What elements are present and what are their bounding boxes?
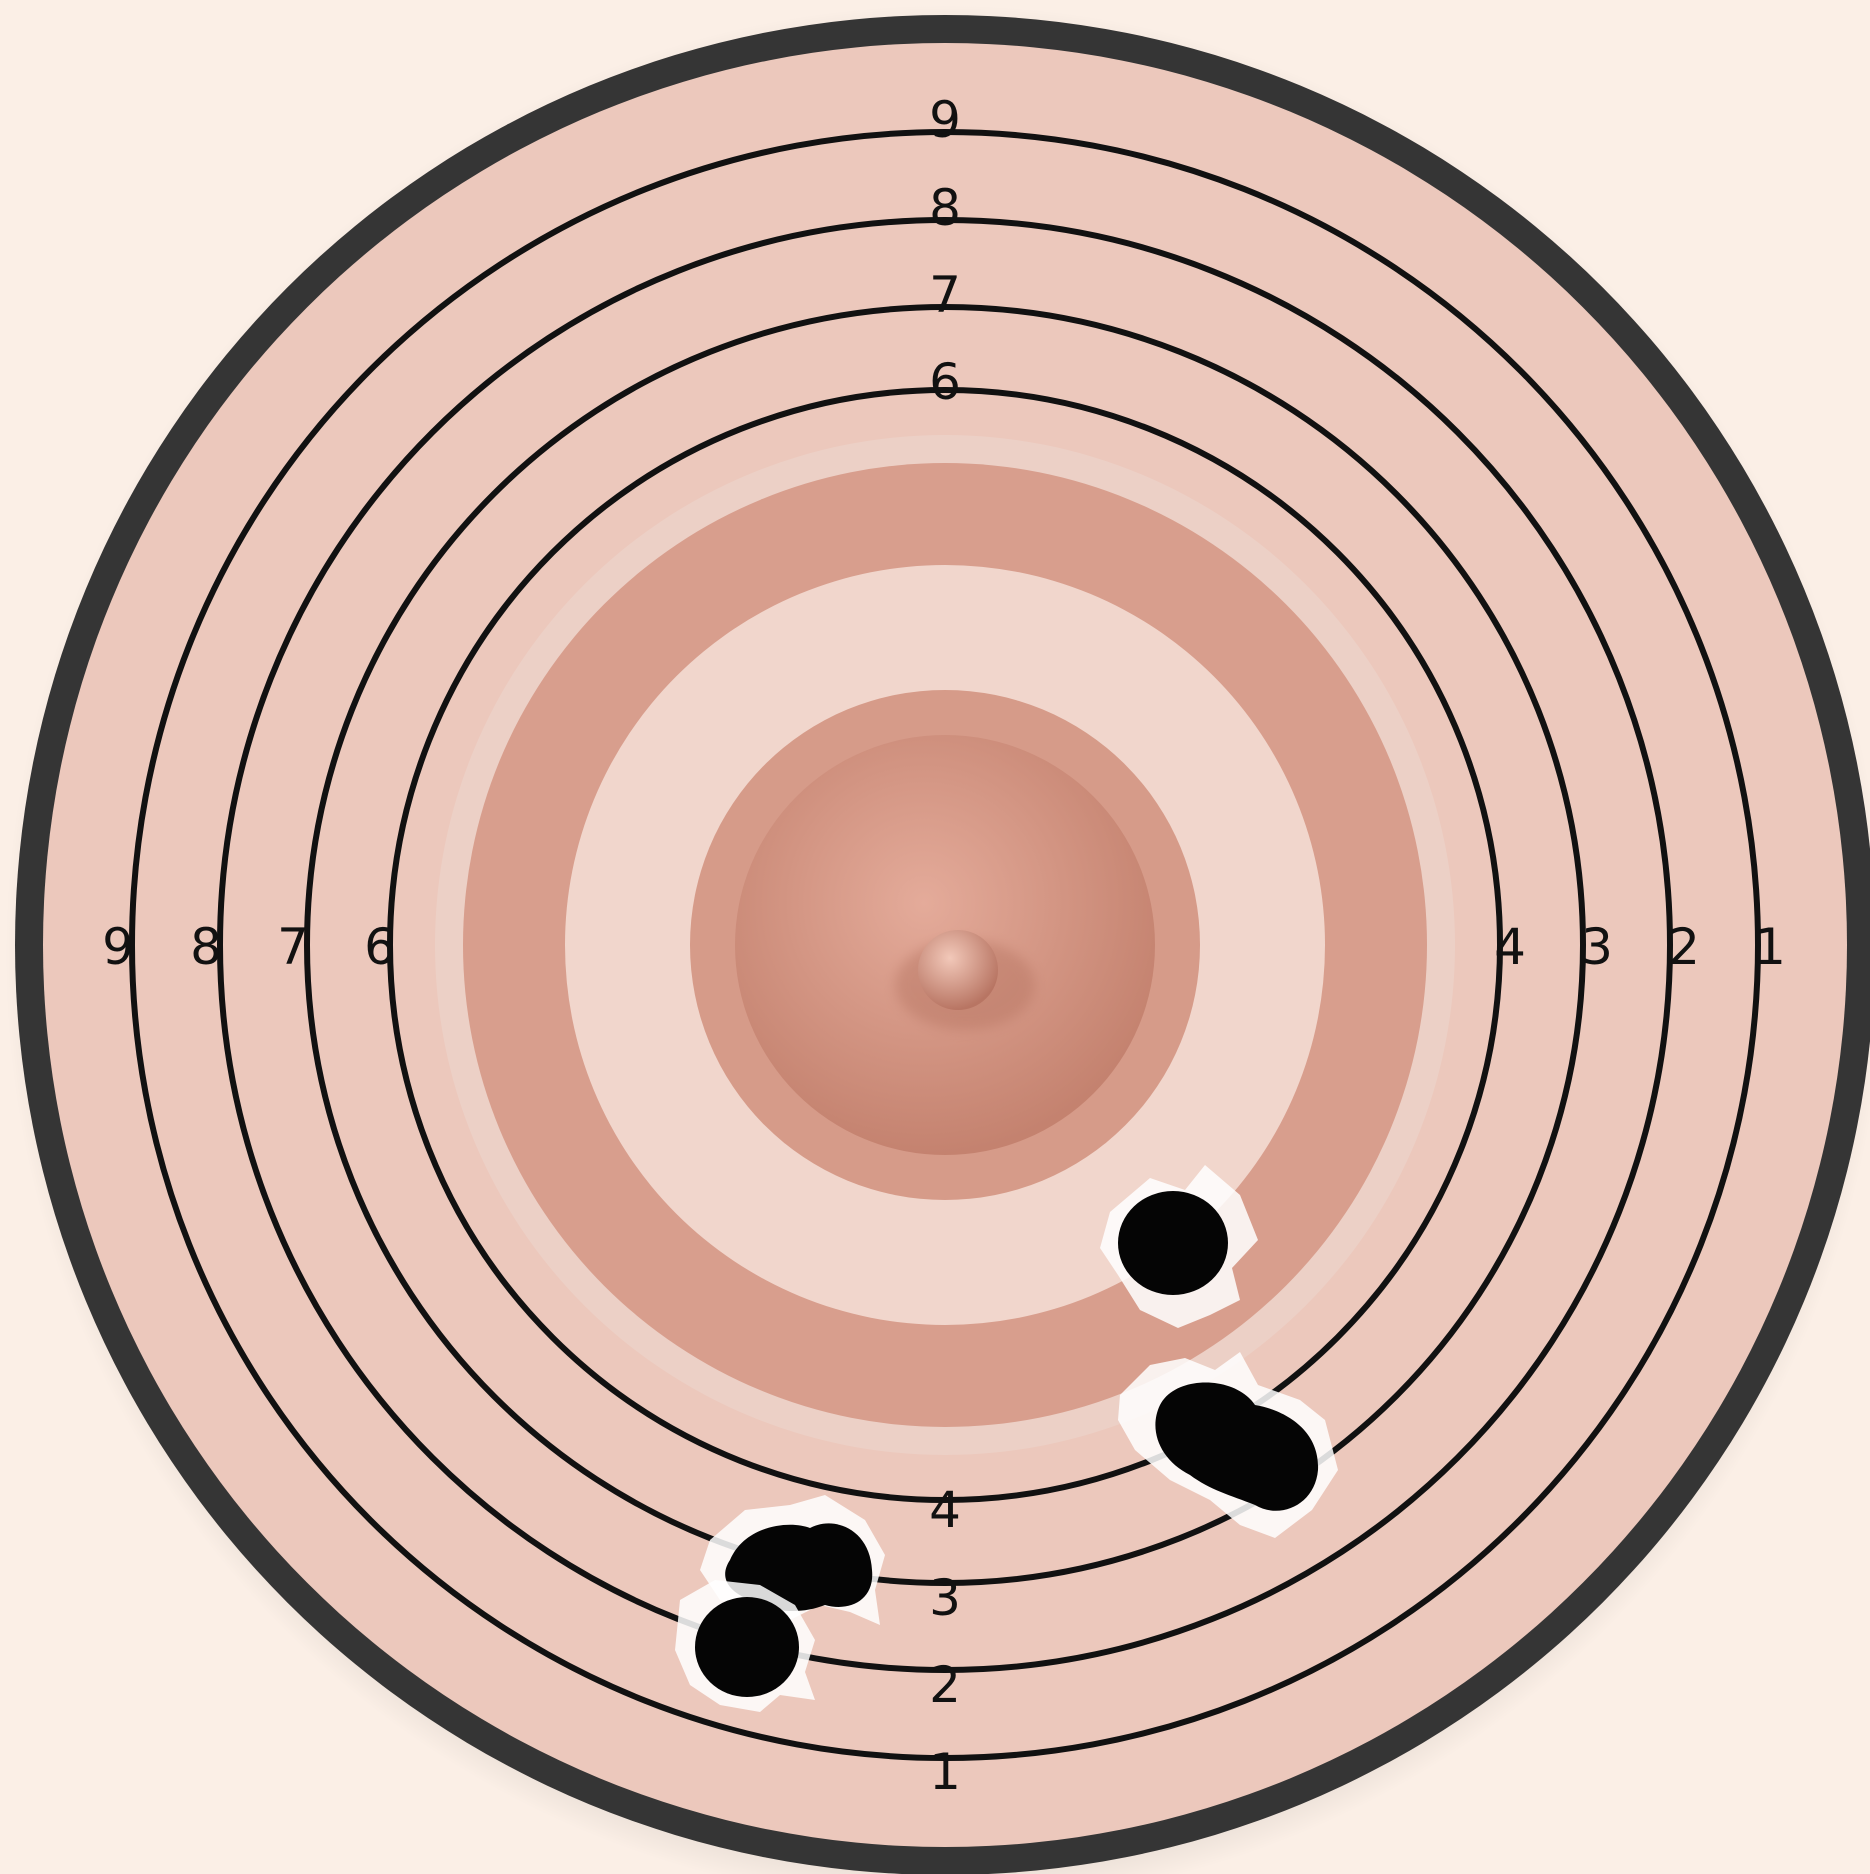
ring-label-bottom-3: 2 (929, 1656, 961, 1714)
bullet-holes (675, 1165, 1338, 1712)
score-rings (129, 129, 1761, 1761)
ring-label-top-2: 8 (929, 179, 961, 237)
ring-label-left-4: 6 (364, 918, 396, 976)
ring-labels-left: 9 8 7 6 (102, 918, 396, 976)
ring-label-top-4: 6 (929, 353, 961, 411)
ring-line-inner (387, 387, 1503, 1503)
ring-label-right-3: 2 (1668, 918, 1700, 976)
ring-line-outer (129, 129, 1761, 1761)
ring-label-bottom-2: 3 (929, 1569, 961, 1627)
ring-labels-right: 4 3 2 1 (1494, 918, 1786, 976)
bullet-hole-icon (1118, 1352, 1338, 1538)
ring-label-right-2: 3 (1581, 918, 1613, 976)
ring-label-bottom-4: 1 (929, 1743, 961, 1801)
ring-label-left-2: 8 (190, 918, 222, 976)
ring-labels-bottom: 4 3 2 1 (929, 1481, 961, 1801)
ring-label-left-3: 7 (277, 918, 309, 976)
ring-label-bottom-1: 4 (929, 1481, 961, 1539)
ring-label-left-1: 9 (102, 918, 134, 976)
ring-label-top-1: 9 (929, 91, 961, 149)
center-artwork (435, 435, 1455, 1455)
ring-labels-top: 9 8 7 6 (929, 91, 961, 411)
ring-label-right-4: 1 (1754, 918, 1786, 976)
ring-line-second (217, 217, 1673, 1673)
bullet-hole-icon (1100, 1165, 1258, 1328)
bullet-hole-icon (675, 1580, 815, 1712)
ring-label-right-1: 4 (1494, 918, 1526, 976)
ring-line-third (304, 304, 1586, 1586)
nipple-tip (918, 930, 998, 1010)
ring-label-top-3: 7 (929, 266, 961, 324)
